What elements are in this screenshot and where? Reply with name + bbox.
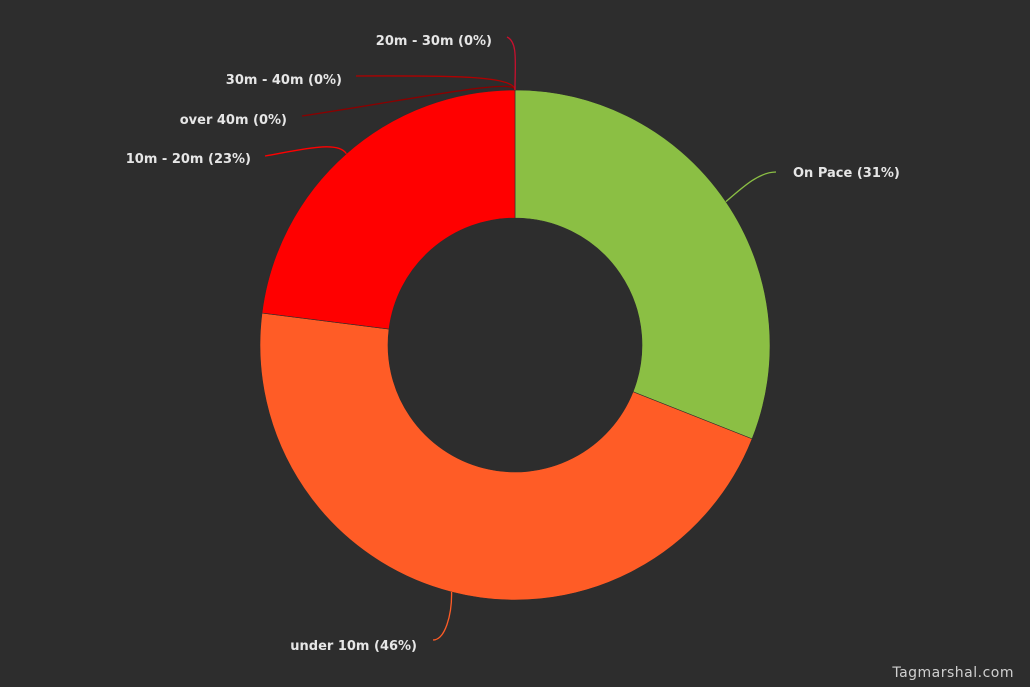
connector-line-2 (264, 146, 347, 157)
pie-slice-0[interactable] (514, 89, 771, 440)
slice-label-5: 20m - 30m (0%) (376, 34, 492, 49)
slice-label-1: under 10m (46%) (290, 639, 417, 654)
pie-slice-2[interactable] (261, 89, 516, 330)
connector-line-3 (301, 85, 516, 117)
watermark: Tagmarshal.com (892, 665, 1014, 681)
connector-line-5 (506, 36, 517, 91)
slice-label-4: 30m - 40m (0%) (226, 73, 342, 88)
pie-slice-1[interactable] (259, 312, 753, 601)
slice-label-3: over 40m (0%) (180, 113, 287, 128)
slice-label-0: On Pace (31%) (793, 166, 900, 181)
connector-line-4 (355, 75, 516, 91)
slice-label-2: 10m - 20m (23%) (126, 152, 251, 167)
connector-line-0 (725, 171, 777, 203)
connector-line-1 (432, 591, 453, 641)
